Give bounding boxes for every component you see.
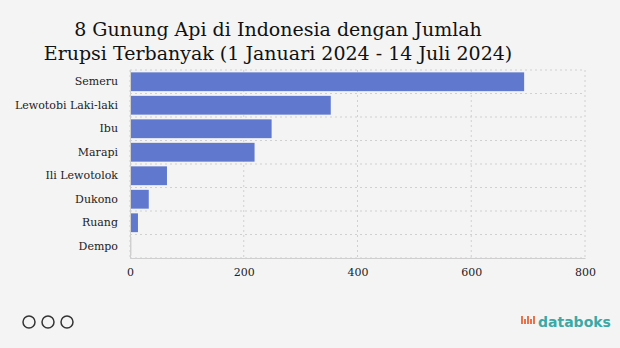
background: [0, 0, 620, 348]
y-tick: Lewotobi Laki-laki: [15, 99, 130, 112]
logo-mark: [521, 316, 523, 324]
bar: [130, 143, 255, 162]
bars: [130, 72, 524, 255]
y-tick-label: Marapi: [78, 146, 119, 159]
grid-line: [130, 187, 585, 188]
y-tick-label: Dukono: [75, 193, 118, 206]
grid-line: [130, 140, 585, 141]
x-tick-label: 600: [461, 266, 482, 279]
plot: 0 200 400 600 800 Semeru Lewotobi Laki-laki Ibu…: [15, 70, 596, 279]
y-tick-label: Dempo: [79, 240, 119, 253]
x-tick-label: 800: [575, 266, 596, 279]
y-tick-label: Lewotobi Laki-laki: [15, 99, 118, 112]
logo-mark: [530, 319, 532, 324]
y-tick: Dempo: [79, 240, 130, 253]
grid-line: [130, 70, 131, 258]
grid: [130, 70, 585, 258]
chart: 8 Gunung Api di Indonesia dengan JumlahE…: [0, 0, 620, 348]
license-icon: [23, 316, 35, 328]
bar: [130, 119, 272, 138]
bar: [130, 96, 331, 115]
x-tick-label: 0: [127, 266, 134, 279]
bar: [130, 190, 149, 209]
y-tick: Marapi: [78, 146, 130, 159]
license-icon: [61, 316, 73, 328]
x-tick-label: 200: [234, 266, 255, 279]
grid-line: [130, 234, 585, 235]
grid-line: [130, 70, 585, 71]
y-tick: Semeru: [75, 75, 130, 88]
logo-mark: [527, 316, 529, 324]
x-tick: 200: [234, 258, 255, 279]
x-axis-line: [131, 258, 586, 259]
x-tick: 800: [575, 258, 596, 279]
y-tick-label: Semeru: [75, 75, 118, 88]
y-tick-label: Ibu: [100, 122, 118, 135]
x-tick-label: 400: [348, 266, 369, 279]
y-axis: Semeru Lewotobi Laki-laki Ibu Marapi Ili Lew…: [15, 71, 130, 259]
y-tick-label: Ruang: [82, 216, 118, 229]
grid-line: [130, 211, 585, 212]
y-tick-label: Ili Lewotolok: [45, 169, 118, 182]
logo-mark: [524, 319, 526, 324]
bar: [130, 213, 138, 232]
y-axis-line: [130, 71, 131, 259]
title: 8 Gunung Api di Indonesia dengan JumlahE…: [44, 18, 512, 64]
grid-line: [130, 93, 585, 94]
y-tick: Ibu: [100, 122, 130, 135]
x-tick: 0: [127, 258, 134, 279]
y-tick: Dukono: [75, 193, 130, 206]
license-icons: [23, 316, 73, 328]
y-tick: Ruang: [82, 216, 130, 229]
source: databoks: [538, 314, 611, 330]
logo: [521, 316, 535, 324]
grid-line: [130, 258, 585, 259]
grid-line: [357, 70, 358, 258]
bar: [130, 72, 524, 91]
bar: [130, 166, 167, 185]
y-tick: Ili Lewotolok: [45, 169, 130, 182]
grid-line: [130, 117, 585, 118]
logo-mark: [533, 316, 535, 324]
x-axis: 0 200 400 600 800: [127, 258, 596, 279]
x-tick: 400: [348, 258, 369, 279]
x-tick: 600: [461, 258, 482, 279]
license-icon: [42, 316, 54, 328]
grid-line: [130, 164, 585, 165]
